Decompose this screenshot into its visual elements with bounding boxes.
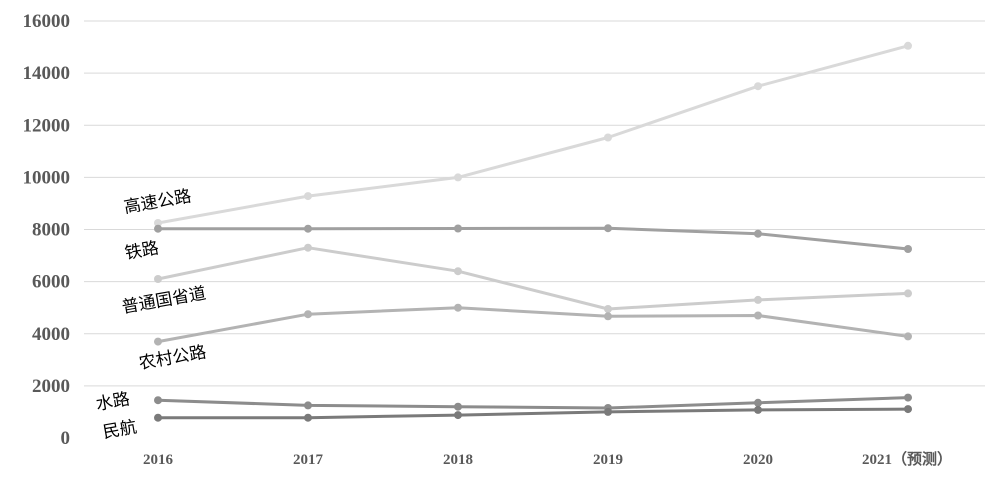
data-point	[904, 405, 912, 414]
data-point	[904, 41, 912, 50]
data-point	[154, 219, 162, 227]
y-tick-label: 0	[61, 428, 71, 449]
series-label: 农村公路	[137, 342, 207, 374]
data-point	[904, 245, 912, 253]
x-tick-label: 2021（预测）	[862, 450, 952, 468]
series-label: 高速公路	[122, 186, 192, 218]
data-point	[604, 305, 612, 313]
series-0	[154, 41, 912, 227]
data-point	[454, 224, 462, 233]
data-point	[754, 229, 762, 238]
data-point	[304, 224, 312, 233]
data-point	[604, 224, 612, 233]
data-point	[154, 275, 162, 283]
series-label: 水路	[94, 389, 131, 415]
y-tick-label: 16000	[23, 11, 71, 32]
y-tick-label: 8000	[32, 220, 70, 241]
y-tick-label: 4000	[32, 324, 70, 345]
series-label: 民航	[101, 417, 138, 443]
series-line	[157, 306, 909, 344]
series-lines	[154, 41, 912, 422]
x-tick-label: 2016	[143, 452, 174, 468]
y-tick-label: 2000	[32, 376, 70, 397]
series-label: 铁路	[123, 238, 160, 264]
series-label: 普通国省道	[120, 283, 207, 317]
data-point	[604, 312, 612, 321]
data-point	[304, 310, 312, 319]
series-5	[154, 405, 912, 422]
y-tick-label: 6000	[32, 272, 70, 293]
data-point	[304, 192, 312, 201]
series-3	[154, 303, 912, 346]
data-point	[904, 393, 912, 402]
x-axis: 2016 2017 2018 2019 2020 2021（预测）	[143, 450, 952, 468]
data-point	[454, 303, 462, 312]
data-point	[454, 267, 462, 276]
data-point	[754, 398, 762, 407]
series-line	[157, 246, 909, 311]
y-axis: 0 2000 4000 6000 8000 10000 12000 14000 16000	[23, 11, 71, 449]
data-point	[904, 289, 912, 298]
series-line	[158, 407, 909, 420]
data-point	[604, 133, 612, 142]
data-point	[304, 401, 312, 410]
data-point	[454, 411, 462, 420]
x-tick-label: 2017	[293, 452, 324, 468]
data-point	[904, 332, 912, 341]
x-tick-label: 2019	[593, 452, 623, 468]
series-4	[154, 393, 912, 412]
data-point	[454, 402, 462, 411]
data-point	[754, 311, 762, 320]
x-tick-label: 2020	[743, 452, 773, 468]
y-tick-label: 10000	[23, 167, 71, 188]
y-tick-label: 14000	[23, 63, 71, 84]
series-1	[154, 224, 912, 253]
data-point	[754, 295, 762, 304]
y-tick-label: 12000	[23, 115, 71, 136]
data-point	[454, 173, 462, 182]
x-tick-label: 2018	[443, 452, 473, 468]
data-point	[754, 82, 762, 91]
data-point	[154, 337, 162, 346]
series-line	[157, 396, 909, 410]
data-point	[154, 224, 162, 233]
data-point	[604, 407, 612, 416]
data-point	[754, 405, 762, 414]
data-point	[304, 413, 312, 422]
series-line	[158, 226, 909, 251]
series-line	[157, 44, 909, 225]
series-2	[154, 243, 912, 313]
data-point	[304, 243, 312, 252]
data-point	[154, 413, 162, 422]
data-point	[154, 396, 162, 405]
